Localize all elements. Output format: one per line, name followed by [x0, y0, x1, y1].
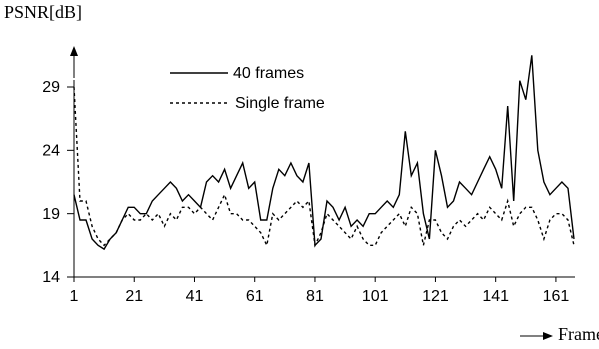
x-tick-label: 21 — [125, 288, 143, 305]
x-tick-label: 61 — [246, 288, 264, 305]
x-arrow-head — [543, 332, 553, 340]
y-tick-label: 24 — [42, 143, 60, 160]
y-tick-label: 29 — [42, 79, 60, 96]
legend-label: 40 frames — [233, 65, 304, 82]
x-tick-label: 141 — [482, 288, 509, 305]
y-arrow-head — [70, 46, 78, 56]
y-tick-label: 19 — [42, 206, 60, 223]
x-tick-label: 121 — [422, 288, 449, 305]
series-line — [73, 86, 575, 248]
x-tick-label: 41 — [186, 288, 204, 305]
x-axis-label: Frame — [558, 324, 599, 344]
series-line — [73, 55, 575, 251]
x-tick-label: 1 — [70, 288, 79, 305]
x-tick-label: 81 — [306, 288, 324, 305]
legend-label: Single frame — [235, 95, 325, 112]
x-tick-label: 161 — [543, 288, 570, 305]
x-tick-label: 101 — [362, 288, 389, 305]
y-axis-label: PSNR[dB] — [4, 2, 82, 22]
y-tick-label: 14 — [42, 269, 60, 286]
